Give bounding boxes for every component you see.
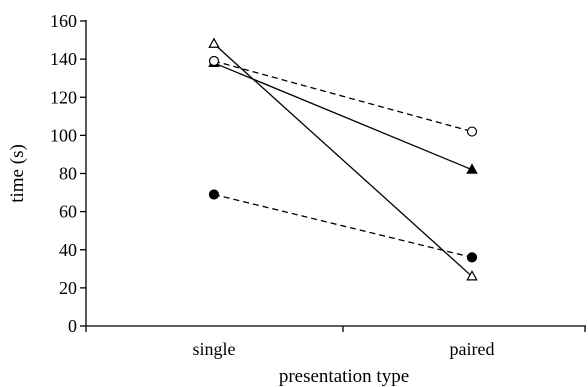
series-2-line	[213, 60, 473, 133]
y-axis-ticks: 0 20 40 60 80 100 120 140 160	[50, 11, 86, 336]
y-tick-label-7: 140	[50, 49, 77, 69]
x-axis-title: presentation type	[279, 366, 409, 387]
x-tick-label-single: single	[193, 339, 236, 359]
y-tick-label-3: 60	[59, 202, 77, 222]
y-tick-label-6: 120	[50, 87, 77, 107]
series-0-point-paired	[466, 163, 478, 174]
series-3-point-paired	[466, 252, 478, 263]
y-axis-title: time (s)	[7, 144, 28, 203]
y-tick-label-5: 100	[50, 125, 77, 145]
series-layer	[208, 37, 478, 281]
series-0-line	[213, 62, 473, 171]
x-tick-label-paired: paired	[450, 339, 495, 359]
y-tick-label-1: 20	[59, 278, 77, 298]
y-tick-label-4: 80	[59, 164, 77, 184]
y-tick-label-8: 160	[50, 11, 77, 31]
x-axis-ticks: single paired	[85, 326, 586, 359]
series-1-line	[213, 43, 473, 277]
series-1-point-single	[208, 37, 220, 48]
series-3	[208, 189, 478, 263]
series-2	[208, 55, 478, 137]
series-2-point-paired	[466, 126, 478, 137]
y-tick-label-0: 0	[68, 316, 77, 336]
series-2-point-single	[208, 55, 220, 67]
series-1	[208, 37, 478, 281]
series-3-point-single	[208, 189, 220, 200]
series-3-line	[213, 193, 473, 259]
series-1-point-paired	[466, 270, 478, 281]
y-tick-label-2: 40	[59, 240, 77, 260]
